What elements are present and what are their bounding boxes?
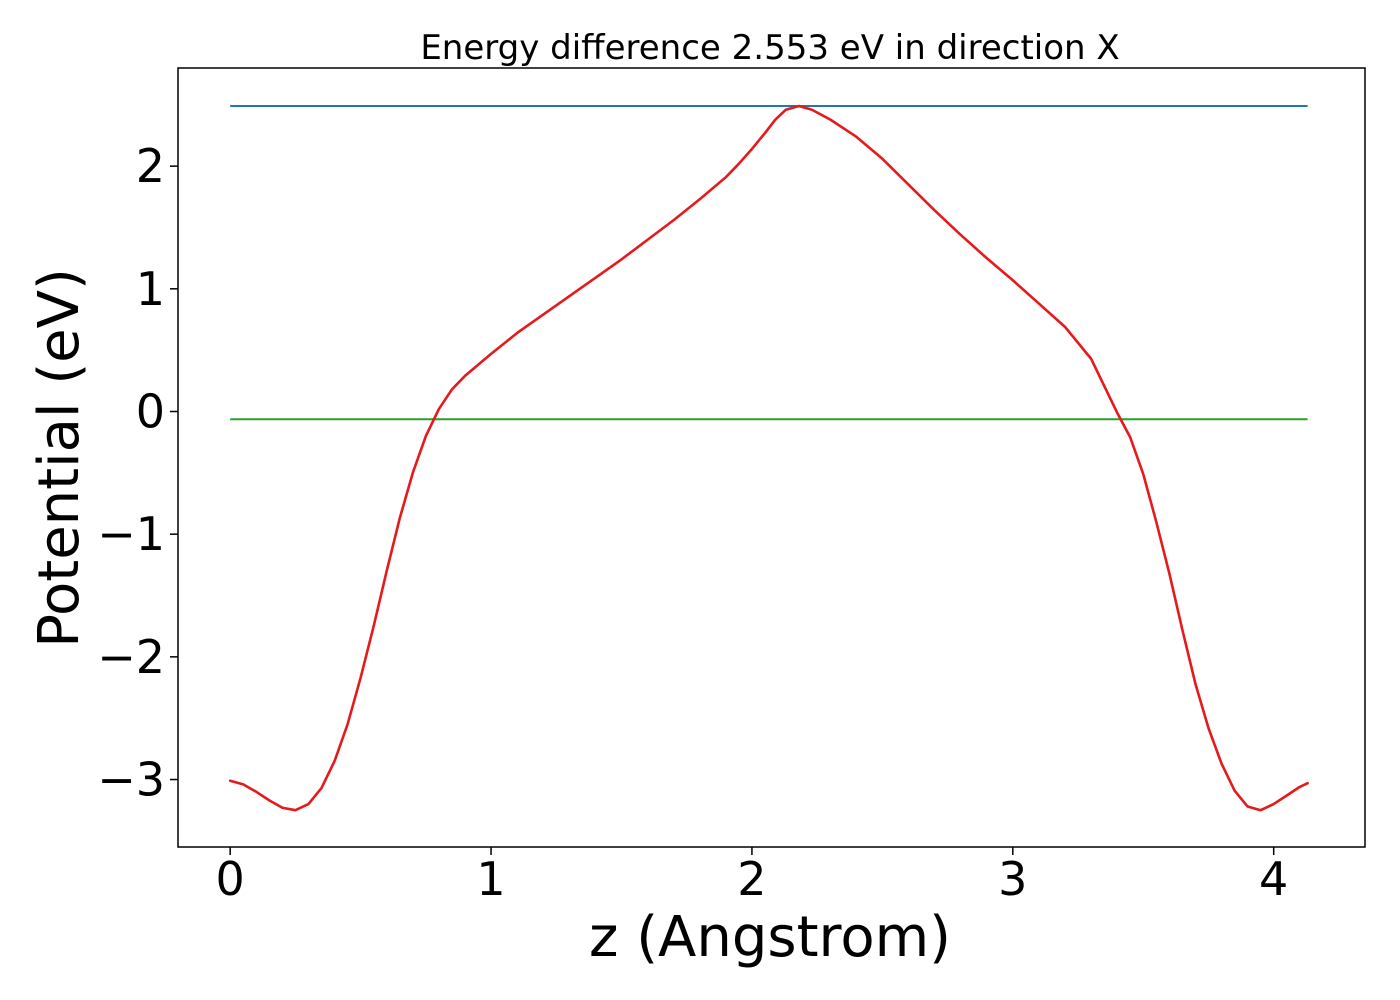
y-tick-label: 1	[136, 262, 165, 316]
series-layer	[228, 104, 1309, 812]
plot-frame	[177, 67, 1366, 848]
series-line-1	[228, 104, 1309, 812]
x-tick-label: 2	[737, 852, 766, 906]
x-tick-label: 1	[476, 852, 505, 906]
x-tick-label: 0	[216, 852, 245, 906]
y-axis-ticks: −3 −2 −1 0 1 2	[97, 139, 178, 807]
y-tick-label: 2	[136, 139, 165, 193]
y-tick-label: −2	[97, 630, 165, 684]
y-tick-label: −3	[97, 753, 165, 807]
y-axis-label: Potential (eV)	[27, 268, 92, 648]
x-tick-label: 4	[1259, 852, 1288, 906]
x-axis-ticks: 0 1 2 3 4	[216, 847, 1288, 906]
chart-title: Energy difference 2.553 eV in direction …	[420, 28, 1119, 68]
x-tick-label: 3	[998, 852, 1027, 906]
x-axis-label: z (Angstrom)	[589, 905, 951, 970]
y-tick-label: 0	[136, 384, 165, 438]
reference-lines	[230, 105, 1308, 421]
y-tick-label: −1	[97, 507, 165, 561]
